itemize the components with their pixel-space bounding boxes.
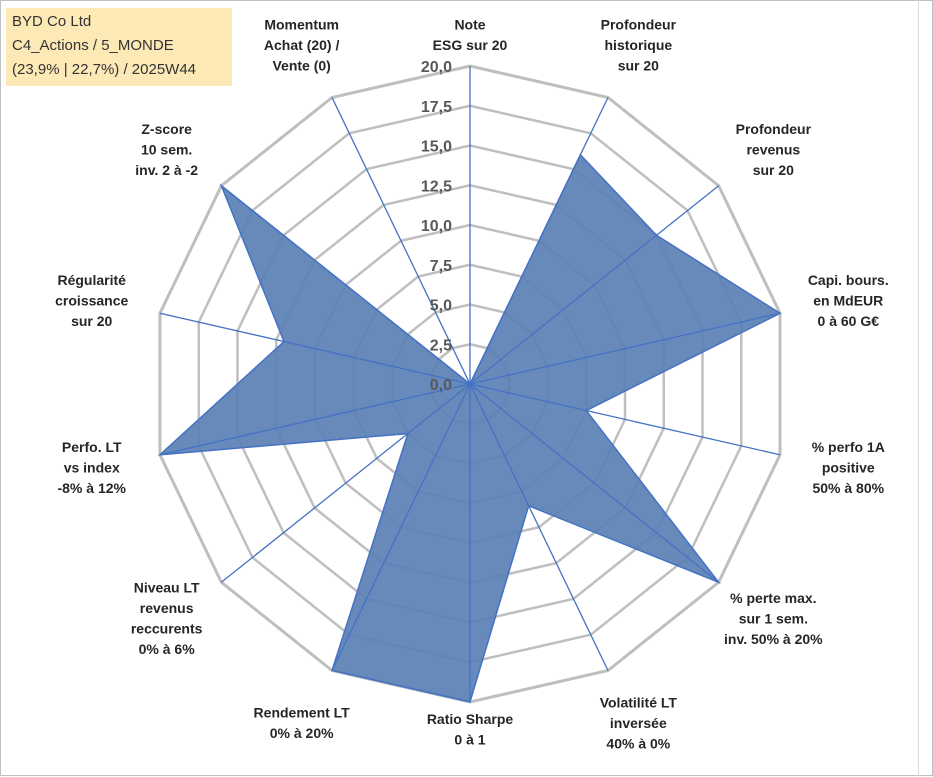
axis-label-13: Momentum Achat (20) / Vente (0): [264, 17, 340, 74]
tick-label-8: 20,0: [421, 59, 452, 76]
axis-spoke-12: [220, 185, 471, 385]
tick-label-0: 0,0: [430, 377, 452, 394]
axis-spoke-13: [331, 97, 471, 385]
axis-label-line: 0% à 20%: [270, 725, 334, 741]
axis-label-line: Note: [454, 17, 485, 33]
axis-spoke-10: [159, 383, 471, 456]
axis-label-line: 50% à 80%: [812, 480, 884, 496]
axis-label-line: sur 20: [753, 162, 794, 178]
axis-label-line: inv. 2 à -2: [135, 162, 198, 178]
axis-label-line: sur 20: [618, 58, 659, 74]
axis-label-line: historique: [605, 37, 673, 53]
axis-label-0: Note ESG sur 20: [433, 17, 508, 54]
tick-label-6: 15,0: [421, 139, 452, 156]
tick-label-4: 10,0: [421, 218, 452, 235]
axis-label-line: Niveau LT: [134, 580, 200, 596]
axis-spokes: [159, 66, 781, 702]
axis-label-line: sur 1 sem.: [739, 610, 808, 626]
axis-label-line: croissance: [55, 292, 128, 308]
axis-label-9: Niveau LT revenus reccurents 0% à 6%: [131, 580, 203, 658]
axis-label-line: inv. 50% à 20%: [724, 631, 823, 647]
axis-label-line: Z-score: [141, 121, 192, 137]
axis-spoke-8: [331, 383, 471, 671]
tick-label-7: 17,5: [421, 99, 452, 116]
axis-label-line: Profondeur: [601, 17, 677, 33]
axis-label-4: % perfo 1A positive 50% à 80%: [812, 439, 885, 496]
axis-label-line: Volatilité LT: [600, 694, 678, 710]
frame-edge: [918, 0, 919, 776]
axis-label-line: Perfo. LT: [62, 439, 122, 455]
axis-label-line: 40% à 0%: [606, 735, 670, 751]
tick-label-5: 12,5: [421, 178, 452, 195]
axis-label-line: reccurents: [131, 621, 203, 637]
axis-label-line: 0% à 6%: [139, 641, 196, 657]
axis-label-line: positive: [822, 460, 875, 476]
axis-spoke-5: [469, 383, 720, 583]
axis-spoke-3: [469, 312, 781, 385]
axis-label-line: % perfo 1A: [812, 439, 885, 455]
axis-label-line: Momentum: [264, 17, 339, 33]
axis-label-line: Profondeur: [736, 121, 812, 137]
performance-week-label: (23,9% | 22,7%) / 2025W44: [12, 61, 196, 78]
axis-label-line: revenus: [140, 600, 194, 616]
axis-label-1: Profondeur historique sur 20: [601, 17, 677, 74]
axis-label-5: % perte max. sur 1 sem. inv. 50% à 20%: [724, 590, 823, 647]
axis-label-line: vs index: [64, 460, 120, 476]
axis-label-line: -8% à 12%: [57, 480, 126, 496]
axis-label-line: Rendement LT: [254, 705, 351, 721]
tick-label-3: 7,5: [430, 258, 452, 275]
axis-label-2: Profondeur revenus sur 20: [736, 121, 812, 178]
axis-spoke-9: [220, 383, 471, 583]
axis-label-line: en MdEUR: [813, 292, 883, 308]
axis-spoke-4: [469, 383, 781, 456]
axis-label-10: Perfo. LT vs index -8% à 12%: [57, 439, 126, 496]
axis-label-line: Régularité: [57, 272, 126, 288]
axis-label-line: revenus: [746, 142, 800, 158]
info-box: BYD Co Ltd C4_Actions / 5_MONDE (23,9% |…: [6, 8, 232, 86]
axis-label-line: Ratio Sharpe: [427, 711, 514, 727]
axis-label-12: Z-score 10 sem. inv. 2 à -2: [135, 121, 198, 178]
axis-label-11: Régularité croissance sur 20: [55, 272, 128, 329]
tick-label-2: 5,0: [430, 298, 452, 315]
axis-label-line: Achat (20) /: [264, 37, 340, 53]
axis-label-line: 10 sem.: [141, 142, 192, 158]
axis-label-line: Capi. bours.: [808, 272, 889, 288]
axis-label-7: Ratio Sharpe 0 à 1: [427, 711, 514, 748]
axis-spoke-2: [469, 185, 720, 385]
axis-label-line: 0 à 1: [454, 732, 485, 748]
axis-label-3: Capi. bours. en MdEUR 0 à 60 G€: [808, 272, 889, 329]
axis-label-8: Rendement LT 0% à 20%: [254, 705, 351, 742]
axis-spoke-6: [469, 383, 609, 671]
axis-label-line: 0 à 60 G€: [818, 313, 880, 329]
axis-labels: Note ESG sur 20 Profondeur historique sur 20…: [55, 17, 889, 752]
tick-label-1: 2,5: [430, 337, 452, 354]
portfolio-label: C4_Actions / 5_MONDE: [12, 37, 174, 54]
axis-label-line: sur 20: [71, 313, 112, 329]
axis-label-line: inversée: [610, 715, 667, 731]
axis-label-6: Volatilité LT inversée 40% à 0%: [600, 694, 678, 751]
radial-tick-labels: 0,0 2,5 5,0 7,5 10,0 12,5 15,0 17,5 20,0: [421, 59, 452, 394]
axis-label-line: Vente (0): [272, 58, 330, 74]
company-name: BYD Co Ltd: [12, 13, 92, 30]
axis-label-line: % perte max.: [730, 590, 816, 606]
axis-label-line: ESG sur 20: [433, 37, 508, 53]
axis-spoke-1: [469, 97, 609, 385]
axis-spoke-11: [159, 312, 471, 385]
